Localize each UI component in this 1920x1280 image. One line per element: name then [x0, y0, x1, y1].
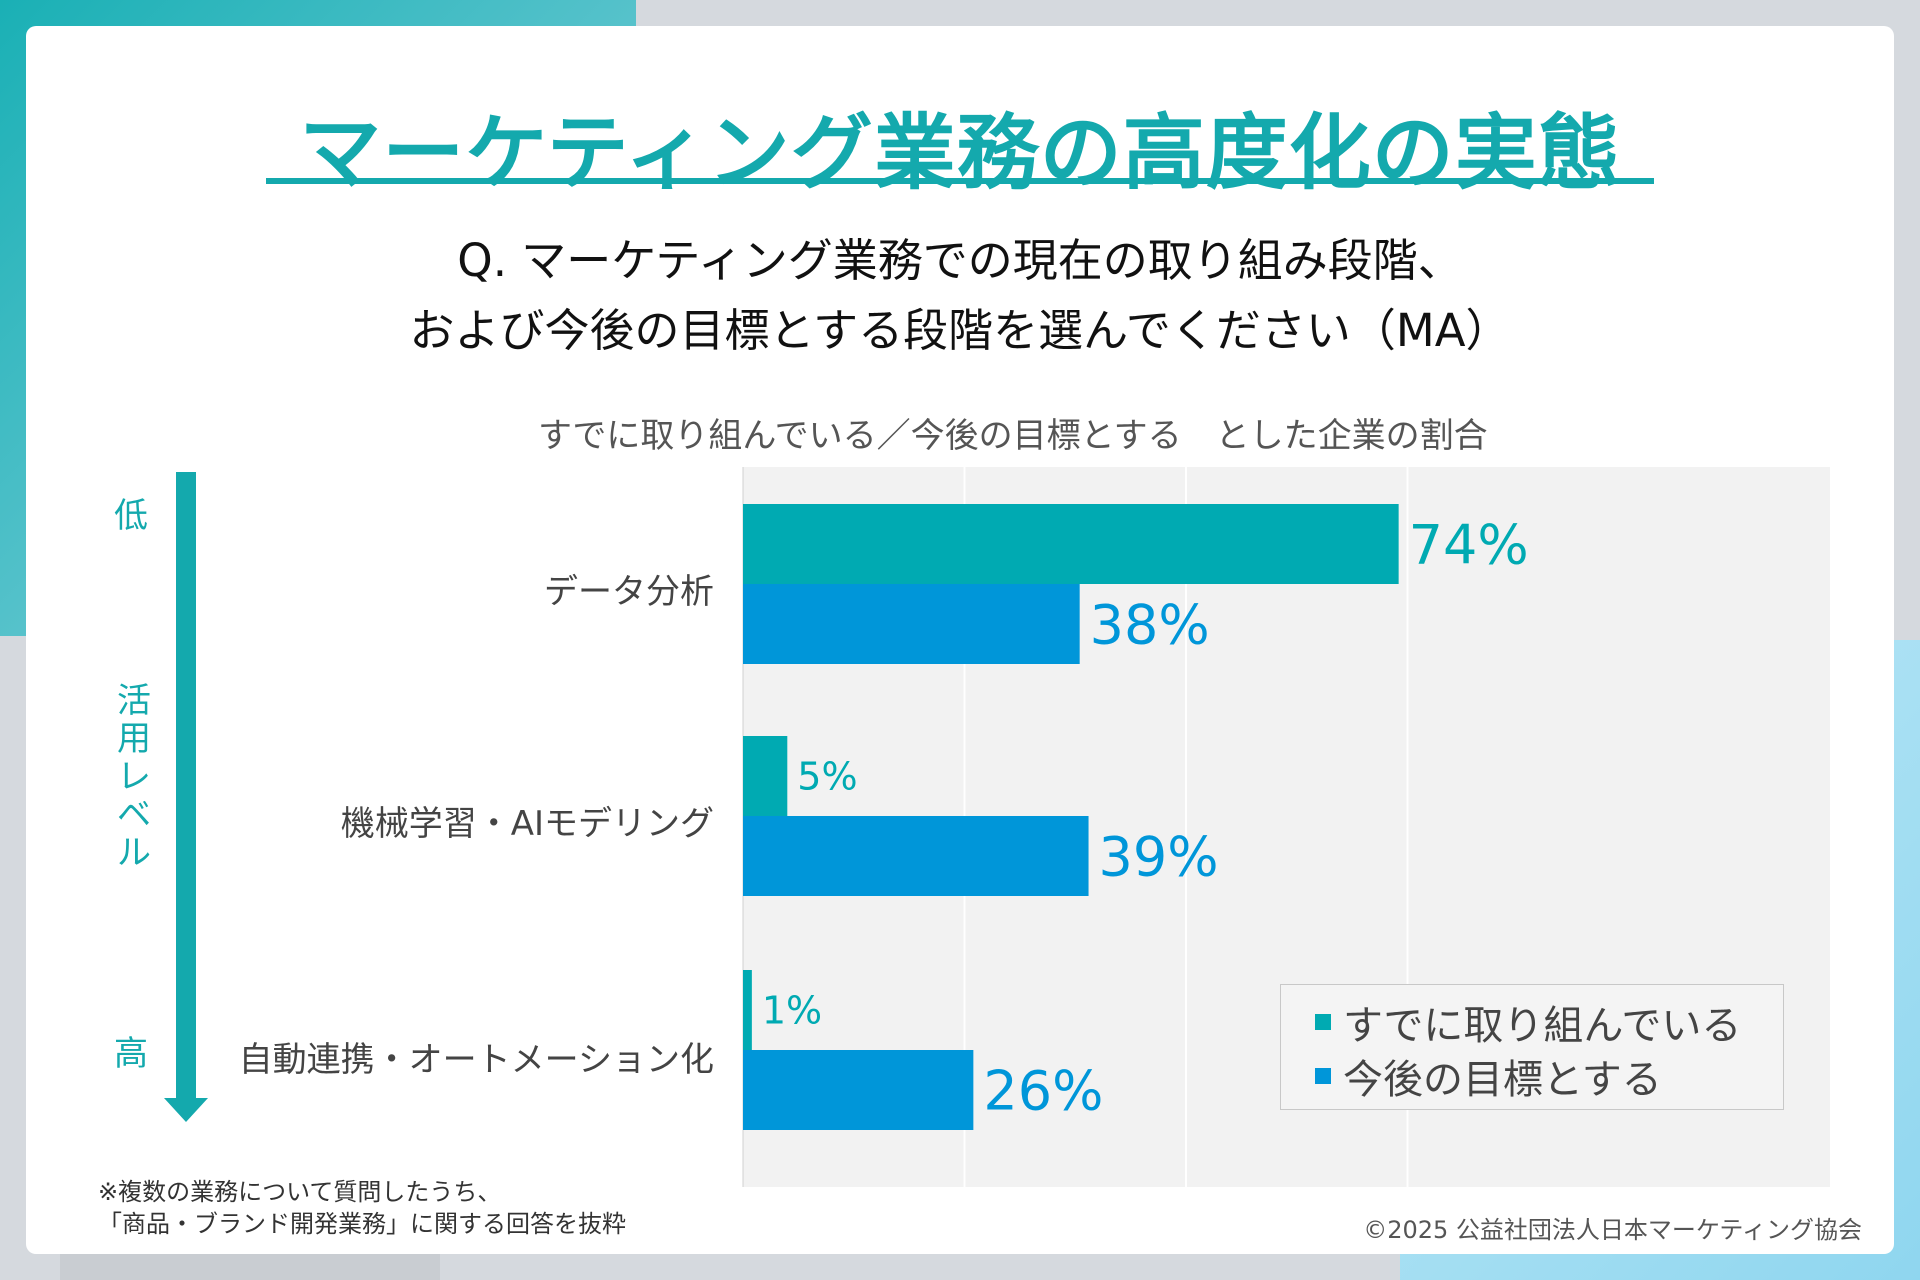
chart-subtitle: すでに取り組んでいる／今後の目標とする とした企業の割合	[538, 416, 1488, 456]
title-underline	[266, 178, 1654, 184]
level-high-label: 高	[114, 1034, 148, 1074]
category-label-ml-ai: 機械学習・AIモデリング	[340, 804, 714, 844]
question-line-1: Q. マーケティング業務での現在の取り組み段階、	[457, 234, 1463, 287]
bar-target-0	[743, 584, 1080, 664]
level-axis-label: 活用レベル	[117, 681, 151, 873]
copyright: ©2025 公益社団法人日本マーケティング協会	[1363, 1216, 1862, 1244]
level-arrow-down-icon	[164, 1098, 208, 1122]
legend-item-target: 今後の目標とする	[1315, 1049, 1783, 1103]
legend-swatch-target	[1315, 1068, 1331, 1084]
level-low-label: 低	[114, 496, 148, 536]
bar-target-1	[743, 816, 1089, 896]
legend-swatch-current	[1315, 1014, 1331, 1030]
data-label-target-0: 38%	[1090, 593, 1210, 656]
footnote-line-1: ※複数の業務について質問したうち、	[98, 1178, 502, 1206]
category-label-automation: 自動連携・オートメーション化	[238, 1040, 714, 1080]
level-arrow-shaft	[176, 472, 196, 1098]
question-text: Q. マーケティング業務での現在の取り組み段階、 および今後の目標とする段階を選…	[26, 226, 1894, 366]
bar-current-2	[743, 970, 752, 1050]
footnote-line-2: 「商品・ブランド開発業務」に関する回答を抜粋	[98, 1210, 626, 1238]
data-label-current-1: 5%	[797, 755, 857, 799]
page-title: マーケティング業務の高度化の実態	[299, 106, 1621, 201]
footnote: ※複数の業務について質問したうち、 「商品・ブランド開発業務」に関する回答を抜粋	[98, 1176, 626, 1240]
legend-label-current: すでに取り組んでいる	[1343, 1003, 1742, 1049]
data-label-target-1: 39%	[1099, 825, 1219, 888]
slide-card: マーケティング業務の高度化の実態 Q. マーケティング業務での現在の取り組み段階…	[26, 26, 1894, 1254]
legend-label-target: 今後の目標とする	[1343, 1057, 1662, 1103]
legend-item-current: すでに取り組んでいる	[1315, 995, 1783, 1049]
data-label-current-0: 74%	[1409, 513, 1529, 576]
bar-current-0	[743, 504, 1399, 584]
data-label-target-2: 26%	[983, 1059, 1103, 1122]
chart-legend: すでに取り組んでいる 今後の目標とする	[1280, 984, 1784, 1110]
bar-current-1	[743, 736, 788, 816]
data-label-current-2: 1%	[762, 989, 822, 1033]
question-line-2: および今後の目標とする段階を選んでください（MA）	[409, 304, 1511, 357]
bar-target-2	[743, 1050, 974, 1130]
category-label-data-analysis: データ分析	[544, 572, 714, 612]
